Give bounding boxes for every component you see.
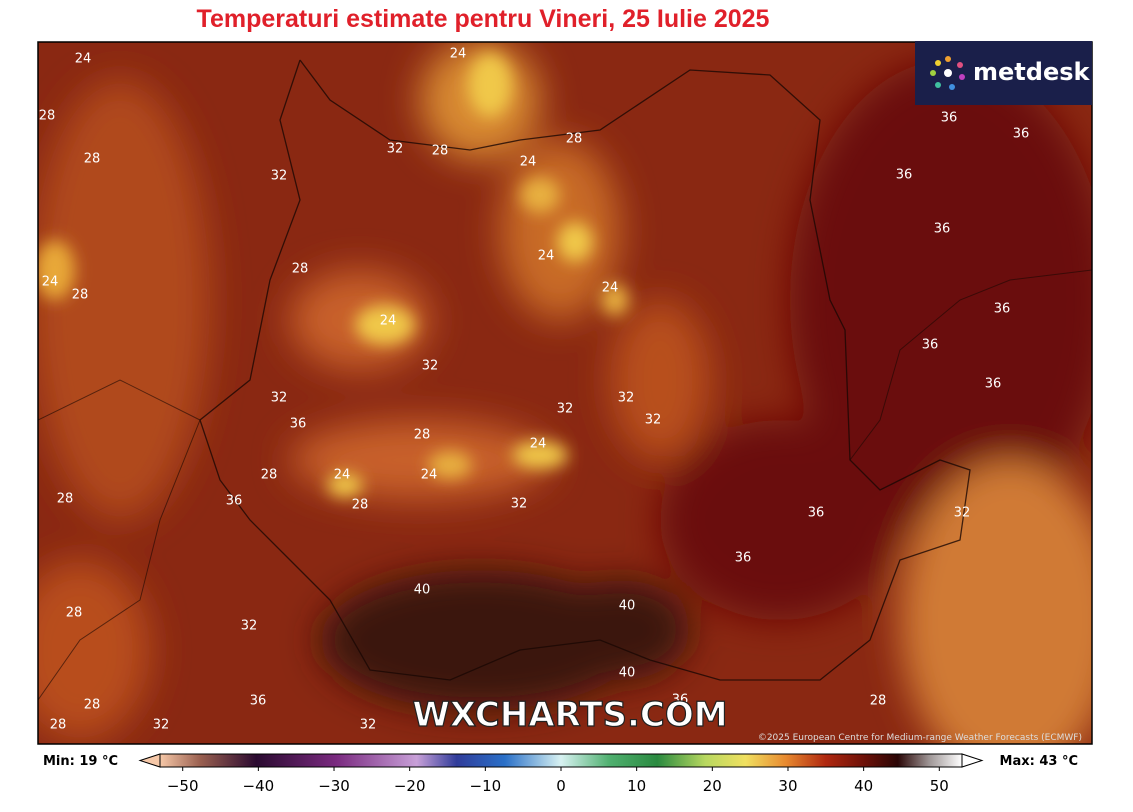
colorbar-tick-label: 50	[930, 777, 949, 795]
contour-label: 28	[414, 428, 431, 443]
contour-label: 28	[50, 718, 67, 733]
contour-label: 40	[414, 583, 431, 598]
colorbar-tick-label: 30	[778, 777, 797, 795]
contour-label: 24	[380, 314, 397, 329]
colorbar-tick-label: −20	[394, 777, 426, 795]
contour-label: 32	[422, 359, 439, 374]
contour-label: 36	[672, 693, 689, 708]
colorbar-tick-label: 40	[854, 777, 873, 795]
contour-label: 24	[530, 437, 547, 452]
contour-label: 28	[72, 288, 89, 303]
contour-label: 36	[808, 506, 825, 521]
contour-label: 24	[602, 281, 619, 296]
colorbar-right-end	[961, 753, 984, 768]
contour-label: 36	[941, 111, 958, 126]
colorbar: −50 −40 −30 −20 −10 0 10 20 30 40 50	[138, 753, 984, 795]
colorbar-tick-label: 10	[627, 777, 646, 795]
colorbar-tick-label: −10	[470, 777, 502, 795]
contour-label: 40	[619, 599, 636, 614]
contour-label: 32	[360, 718, 377, 733]
contour-label: 36	[896, 168, 913, 183]
colorbar-tick-label: −50	[167, 777, 199, 795]
contour-label: 28	[566, 132, 583, 147]
colorbar-tick-label: 20	[703, 777, 722, 795]
contour-label: 28	[66, 606, 83, 621]
logo-text: metdesk	[973, 58, 1091, 86]
contour-label: 28	[261, 468, 278, 483]
contour-label: 32	[271, 391, 288, 406]
contour-label: 32	[645, 413, 662, 428]
contour-label: 32	[387, 142, 404, 157]
contour-label: 36	[226, 494, 243, 509]
contour-label: 32	[618, 391, 635, 406]
contour-label: 24	[421, 468, 438, 483]
contour-label: 28	[292, 262, 309, 277]
title: Temperaturi estimate pentru Vineri, 25 I…	[197, 5, 770, 33]
contour-label: 28	[39, 109, 56, 124]
contour-label: 28	[84, 698, 101, 713]
contour-label: 24	[75, 52, 92, 67]
colorbar-tick-label: −40	[243, 777, 275, 795]
contour-label: 36	[985, 377, 1002, 392]
credit: ©2025 European Centre for Medium-range W…	[758, 733, 1082, 743]
min-label: Min: 19 °C	[43, 754, 118, 769]
contour-label: 28	[870, 694, 887, 709]
contour-label: 36	[1013, 127, 1030, 142]
colorbar-bar	[159, 753, 963, 768]
contour-label: 24	[42, 275, 59, 290]
contour-label: 32	[954, 506, 971, 521]
contour-label: 32	[271, 169, 288, 184]
contour-label: 32	[241, 619, 258, 634]
contour-label: 36	[290, 417, 307, 432]
logo: metdesk	[915, 41, 1092, 105]
contour-label: 36	[735, 551, 752, 566]
contour-label: 24	[538, 249, 555, 264]
contour-label: 28	[84, 152, 101, 167]
contour-label: 36	[934, 222, 951, 237]
colorbar-tick-label: 0	[556, 777, 566, 795]
contour-label: 32	[153, 718, 170, 733]
contour-label: 36	[994, 302, 1011, 317]
max-label: Max: 43 °C	[1000, 754, 1078, 769]
contour-label: 36	[922, 338, 939, 353]
colorbar-tick-label: −30	[318, 777, 350, 795]
watermark: WXCHARTS.COM	[412, 695, 727, 735]
contour-label: 24	[450, 47, 467, 62]
contour-label: 32	[557, 402, 574, 417]
contour-label: 40	[619, 666, 636, 681]
contour-label: 28	[57, 492, 74, 507]
contour-label: 28	[352, 498, 369, 513]
contour-label: 32	[511, 497, 528, 512]
colorbar-left-end	[138, 753, 161, 768]
map-frame	[37, 41, 1093, 745]
contour-label: 28	[432, 144, 449, 159]
contour-label: 24	[334, 468, 351, 483]
contour-label: 36	[250, 694, 267, 709]
contour-label: 24	[520, 155, 537, 170]
